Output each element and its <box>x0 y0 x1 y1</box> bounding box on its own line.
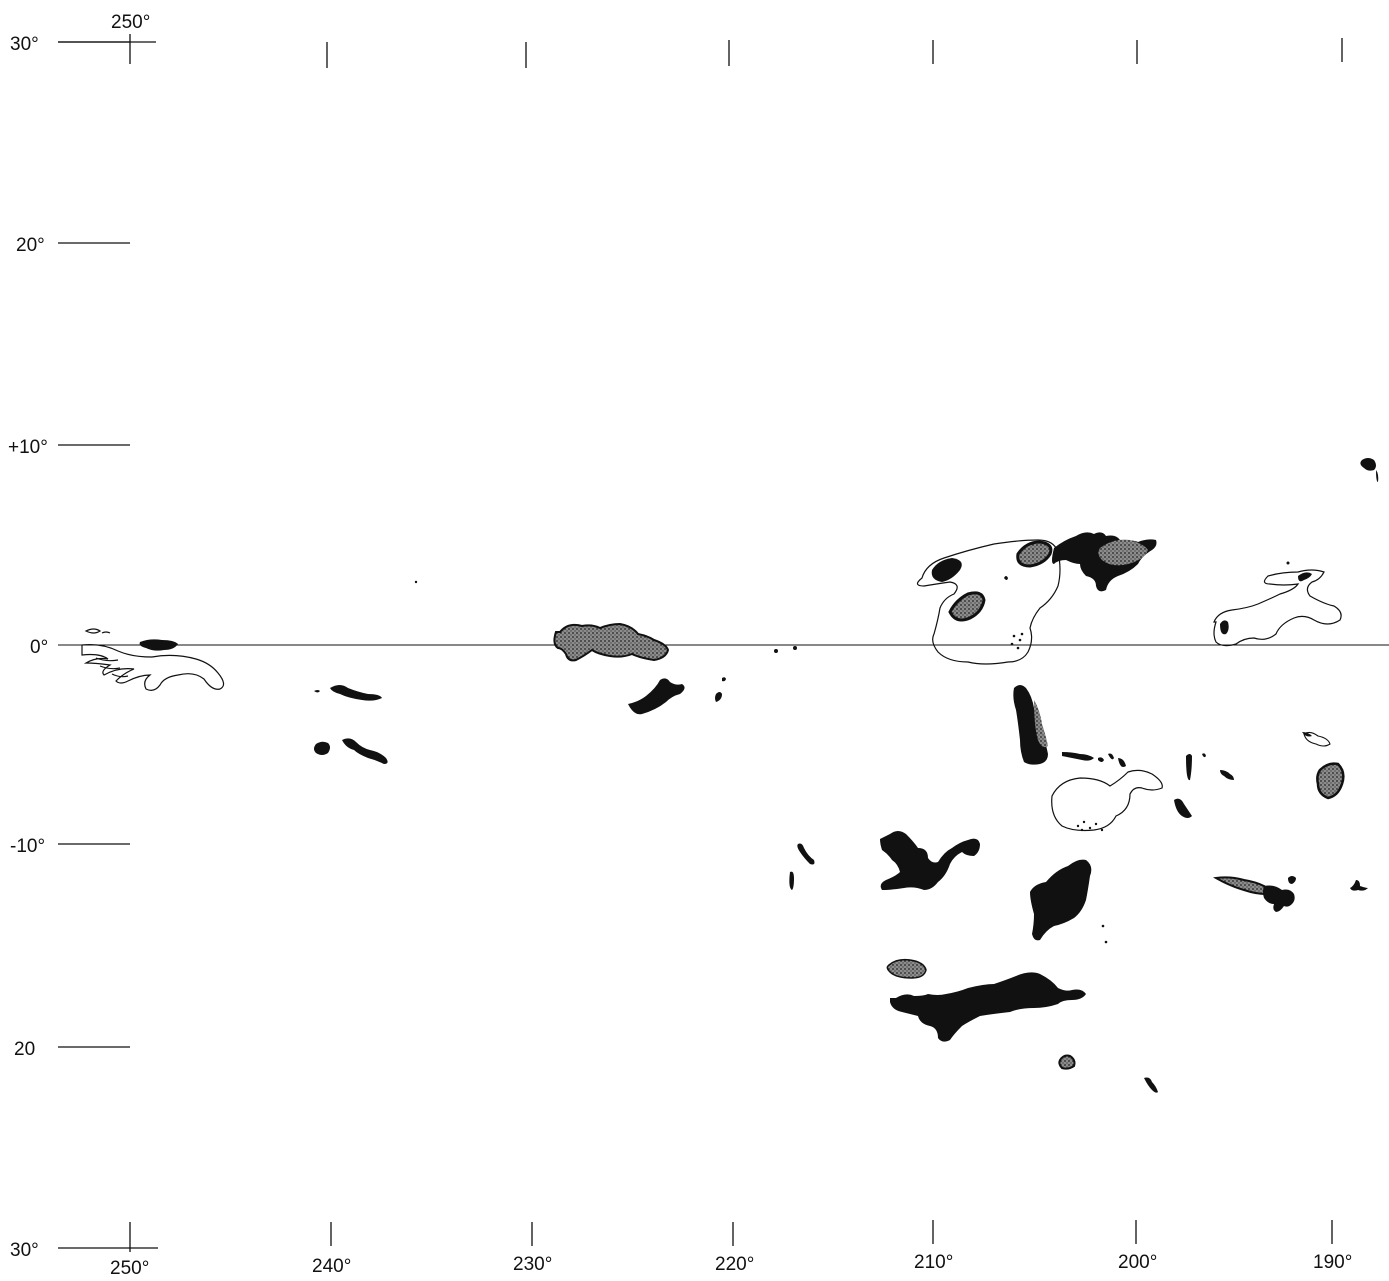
feature-203-stipple-small <box>1058 1054 1076 1070</box>
feature-240-blob-b <box>342 738 388 764</box>
feature-217-curl <box>797 843 815 865</box>
feature-196-mark <box>1220 770 1234 780</box>
feature-188-black-tick <box>1350 880 1368 891</box>
feature-205-big-blob <box>1030 859 1092 941</box>
feature-240-blob-a <box>314 741 330 755</box>
lat-label-20n: 20° <box>16 235 45 256</box>
feature-left-black-patch <box>139 639 178 651</box>
lon-label-230: 230° <box>513 1254 552 1275</box>
feature-205-arrow <box>1062 752 1094 761</box>
lat-label-30n: 30° <box>10 34 39 55</box>
feature-210-stipple-top <box>1016 540 1053 568</box>
feature-205-outline-loop <box>1051 769 1163 832</box>
feature-205-dot-b <box>1104 940 1108 944</box>
lon-label-220: 220° <box>715 1254 754 1275</box>
feature-240-streak <box>330 685 382 701</box>
feature-191-outline <box>1303 731 1331 747</box>
feature-230-small-b <box>722 677 726 682</box>
lat-label-0: 0° <box>30 637 48 658</box>
feature-191-black-tip <box>1302 732 1312 737</box>
feature-left-outline-streamers <box>81 628 225 691</box>
feature-191-stipple <box>1316 762 1345 800</box>
feature-208-big-black-streak <box>890 972 1086 1042</box>
lat-label-10s: -10° <box>10 836 45 857</box>
feature-217-dot <box>789 871 794 890</box>
lon-label-200: 200° <box>1118 1252 1157 1273</box>
feature-198-mark-b <box>1174 798 1192 818</box>
feature-205-dot-a <box>1101 924 1105 928</box>
feature-230-streak <box>628 678 685 715</box>
feature-210-inner-mark <box>1004 576 1008 580</box>
lon-label-240: 240° <box>312 1256 351 1277</box>
lon-label-190: 190° <box>1313 1252 1352 1273</box>
feature-200-black-arm <box>1052 532 1157 592</box>
feature-220-dot-a <box>774 649 778 653</box>
feature-230-small-a <box>715 692 722 702</box>
feature-210-black-figure <box>880 831 980 890</box>
feature-200-stipple <box>1098 539 1148 566</box>
lon-label-210: 210° <box>914 1252 953 1273</box>
feature-210-black-oval <box>931 558 962 582</box>
lat-label-30s: 30° <box>10 1240 39 1261</box>
feature-230-stipple-patch <box>553 622 670 662</box>
feature-205-loop-dots <box>1076 820 1104 832</box>
feature-198-mark-a <box>1186 754 1192 781</box>
feature-210-dots <box>1010 632 1024 650</box>
feature-195-black-b <box>1298 572 1312 582</box>
feature-190-north-blob <box>1360 458 1376 471</box>
feature-195-outline-region <box>1213 569 1342 647</box>
feature-190-north-tail <box>1376 470 1379 482</box>
feature-195-dot <box>1286 561 1290 565</box>
feature-193-black-tick <box>1288 876 1296 884</box>
feature-211-stipple-small <box>886 958 927 979</box>
features <box>81 458 1379 1093</box>
feature-210-stipple-oval <box>948 591 986 622</box>
feature-205-dashes <box>1098 753 1126 767</box>
feature-220-dot-b <box>793 646 797 650</box>
lat-label-20s: 20 <box>14 1039 35 1060</box>
axis-frame <box>58 34 1389 1252</box>
feature-199-black-mark <box>1144 1077 1158 1093</box>
feature-198-mark-c <box>1202 753 1206 758</box>
feature-193-black-fan <box>1263 885 1295 912</box>
feature-205-streak-stipple <box>1034 700 1048 748</box>
feature-195-black-a <box>1220 620 1229 635</box>
lat-label-10n: +10° <box>8 437 48 458</box>
feature-210-outline-region <box>916 539 1061 665</box>
top-longitude-label: 250° <box>111 12 150 33</box>
feature-stray-dot <box>414 580 418 584</box>
feature-193-stipple-streak <box>1212 876 1269 896</box>
feature-240-dot <box>314 690 320 693</box>
lon-label-250: 250° <box>110 1258 149 1279</box>
feature-205-long-streak <box>1013 685 1048 765</box>
